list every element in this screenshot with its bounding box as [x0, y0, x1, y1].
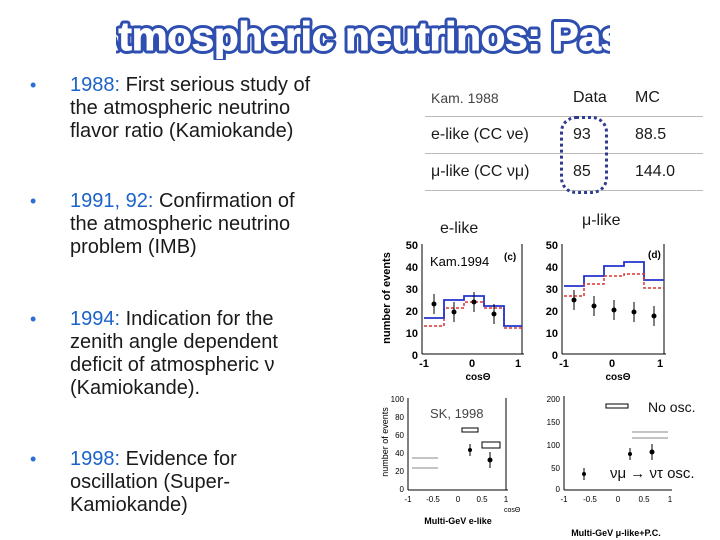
svg-text:cosΘ: cosΘ — [465, 372, 490, 383]
table-cell: 144.0 — [627, 153, 703, 191]
table-cell: μ-like (CC νμ) — [425, 153, 565, 191]
svg-text:100: 100 — [547, 441, 561, 450]
svg-text:-1: -1 — [560, 495, 568, 504]
svg-text:0: 0 — [456, 495, 461, 504]
table-cell: MC — [627, 80, 703, 117]
svg-text:50: 50 — [551, 464, 560, 473]
svg-text:40: 40 — [395, 449, 404, 458]
kam-left-panel: 50 40 30 20 10 0 -1 0 1 cosΘ Kam.1994 (c… — [406, 240, 524, 383]
sk-label: SK, 1998 — [430, 406, 484, 421]
bullet-dot-icon: • — [30, 309, 37, 329]
svg-text:-1: -1 — [404, 495, 412, 504]
svg-text:200: 200 — [547, 395, 561, 404]
svg-text:0: 0 — [412, 350, 418, 362]
bullet-dot-icon: • — [30, 191, 37, 211]
table-cell: Kam. 1988 — [425, 80, 565, 117]
svg-text:(d): (d) — [648, 250, 661, 261]
svg-text:Atmospheric neutrinos: Past: Atmospheric neutrinos: Past — [116, 15, 610, 59]
svg-text:150: 150 — [547, 418, 561, 427]
svg-text:-0.5: -0.5 — [583, 495, 597, 504]
svg-text:30: 30 — [546, 284, 558, 296]
svg-text:1: 1 — [504, 495, 509, 504]
table-header-row: Kam. 1988 Data MC — [425, 80, 703, 117]
data-highlight-ellipse — [560, 116, 608, 194]
svg-text:1: 1 — [657, 358, 663, 370]
svg-text:20: 20 — [546, 306, 558, 318]
svg-text:10: 10 — [546, 328, 558, 340]
osc-label: νμ → ντ osc. — [610, 465, 695, 482]
slide-title-text: Atmospheric neutrinos: Past — [116, 15, 610, 59]
svg-text:cosΘ: cosΘ — [504, 507, 521, 514]
svg-text:60: 60 — [395, 431, 404, 440]
svg-text:30: 30 — [406, 284, 418, 296]
svg-text:-0.5: -0.5 — [426, 495, 440, 504]
table-cell: Data — [565, 80, 627, 117]
svg-text:20: 20 — [406, 306, 418, 318]
bullet-dot-icon: • — [30, 75, 37, 95]
table-cell: 88.5 — [627, 116, 703, 154]
svg-text:0.5: 0.5 — [476, 495, 488, 504]
kam-right-panel: 50 40 30 20 10 0 -1 0 1 cosΘ (d) — [546, 240, 666, 383]
svg-text:50: 50 — [406, 240, 418, 252]
kam-ylabel: number of events — [381, 252, 393, 344]
svg-text:0: 0 — [552, 350, 558, 362]
svg-text:1: 1 — [668, 495, 673, 504]
elike-label: e-like — [440, 220, 479, 237]
slide-title: Atmospheric neutrinos: Past Atmospheric … — [116, 12, 610, 60]
svg-text:80: 80 — [395, 413, 404, 422]
svg-text:20: 20 — [395, 467, 404, 476]
sk1998-plots: number of events 100 80 60 40 20 0 -1 -0… — [380, 395, 695, 538]
no-osc-label: No osc. — [648, 399, 695, 415]
bullet-dot-icon: • — [30, 449, 37, 469]
svg-text:(c): (c) — [504, 252, 516, 263]
svg-text:0: 0 — [609, 358, 615, 370]
svg-text:0: 0 — [469, 358, 475, 370]
svg-text:40: 40 — [406, 262, 418, 274]
svg-text:-1: -1 — [419, 358, 429, 370]
table-cell: e-like (CC νe) — [425, 116, 565, 154]
svg-text:-1: -1 — [559, 358, 569, 370]
svg-text:0.5: 0.5 — [638, 495, 650, 504]
svg-text:10: 10 — [406, 328, 418, 340]
table-row: μ-like (CC νμ) 85 144.0 — [425, 153, 703, 191]
svg-text:0: 0 — [616, 495, 621, 504]
svg-text:50: 50 — [546, 240, 558, 252]
svg-text:0: 0 — [556, 485, 561, 494]
svg-text:0: 0 — [400, 485, 405, 494]
svg-text:100: 100 — [391, 395, 405, 404]
svg-text:1: 1 — [515, 358, 521, 370]
svg-text:cosΘ: cosΘ — [605, 372, 630, 383]
kam1994-plots: number of events 50 40 30 20 10 0 -1 0 1… — [381, 240, 666, 383]
mulike-label: μ-like — [582, 212, 621, 229]
svg-text:number of events: number of events — [380, 407, 390, 477]
svg-text:Multi-GeV e-like: Multi-GeV e-like — [424, 516, 492, 526]
kam1994-label: Kam.1994 — [430, 254, 489, 269]
svg-text:40: 40 — [546, 262, 558, 274]
svg-text:Multi-GeV μ-like+P.C.: Multi-GeV μ-like+P.C. — [571, 528, 661, 538]
